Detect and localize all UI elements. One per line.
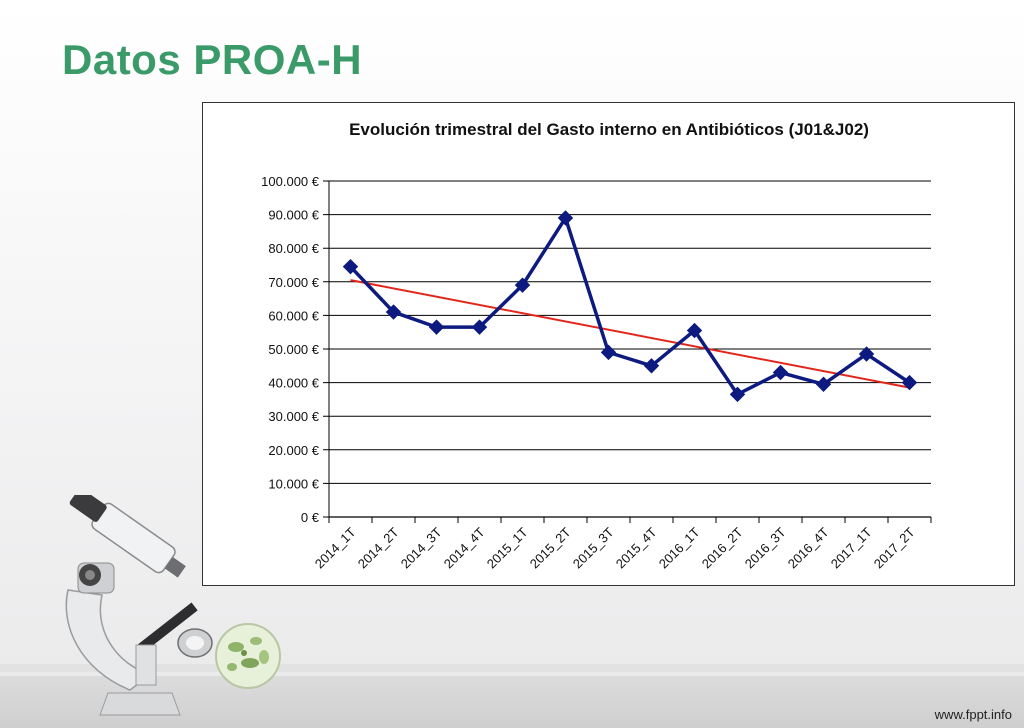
x-tick-label: 2014_2T — [355, 524, 402, 571]
x-tick-label: 2017_2T — [871, 524, 918, 571]
axes — [328, 181, 932, 523]
x-tick-label: 2016_3T — [742, 524, 789, 571]
y-tick-label: 30.000 € — [268, 409, 319, 424]
data-point-marker — [428, 319, 445, 335]
x-tick-label: 2015_1T — [484, 524, 531, 571]
data-point-marker — [729, 386, 746, 403]
slide-title: Datos PROA-H — [62, 36, 363, 83]
y-tick-label: 90.000 € — [268, 208, 319, 223]
line-chart: Evolución trimestral del Gasto interno e… — [261, 120, 932, 571]
bacteria-petri-icon — [215, 623, 281, 689]
y-tick-label: 70.000 € — [268, 275, 319, 290]
data-point-marker — [686, 322, 703, 339]
trendline — [350, 279, 910, 389]
x-tick-label: 2015_3T — [570, 524, 617, 571]
y-tick-label: 0 € — [301, 510, 320, 525]
data-point-marker — [901, 374, 918, 391]
chart-frame: Evolución trimestral del Gasto interno e… — [202, 102, 1015, 586]
data-point-marker — [557, 210, 574, 226]
y-tick-label: 10.000 € — [268, 476, 319, 491]
microscope-icon — [65, 495, 213, 716]
x-tick-label: 2017_1T — [828, 524, 875, 571]
chart-title: Evolución trimestral del Gasto interno e… — [349, 120, 869, 139]
x-tick-label: 2015_4T — [613, 524, 660, 571]
y-tick-label: 60.000 € — [268, 308, 319, 323]
data-point-marker — [772, 364, 789, 381]
y-tick-label: 100.000 € — [261, 174, 320, 189]
series-line — [349, 216, 911, 397]
footer-band-light — [0, 664, 1024, 672]
trendline-segment — [350, 279, 910, 389]
data-markers — [342, 210, 918, 403]
data-point-marker — [471, 319, 488, 335]
x-tick-labels: 2014_1T2014_2T2014_3T2014_4T2015_1T2015_… — [312, 524, 918, 571]
series-polyline — [349, 216, 911, 397]
data-point-marker — [342, 258, 359, 275]
x-tick-label: 2014_1T — [312, 524, 359, 571]
y-tick-label: 50.000 € — [268, 342, 319, 357]
data-point-marker — [600, 344, 617, 361]
data-point-marker — [643, 358, 660, 374]
data-point-marker — [858, 346, 875, 362]
x-tick-label: 2014_3T — [398, 524, 445, 571]
y-tick-label: 20.000 € — [268, 443, 319, 458]
microscope-illustration — [65, 495, 281, 716]
data-point-marker — [514, 277, 531, 293]
x-tick-label: 2015_2T — [527, 524, 574, 571]
y-tick-label: 40.000 € — [268, 376, 319, 391]
x-tick-label: 2016_1T — [656, 524, 703, 571]
x-tick-label: 2016_2T — [699, 524, 746, 571]
data-point-marker — [385, 304, 402, 320]
grid-lines — [323, 180, 931, 518]
data-point-marker — [815, 376, 832, 392]
x-tick-label: 2016_4T — [785, 524, 832, 571]
x-tick-label: 2014_4T — [441, 524, 488, 571]
footer-url: www.fppt.info — [934, 707, 1012, 722]
y-tick-labels: 0 € 10.000 € 20.000 € 30.000 € 40.000 € 50.00… — [261, 174, 320, 525]
y-tick-label: 80.000 € — [268, 241, 319, 256]
